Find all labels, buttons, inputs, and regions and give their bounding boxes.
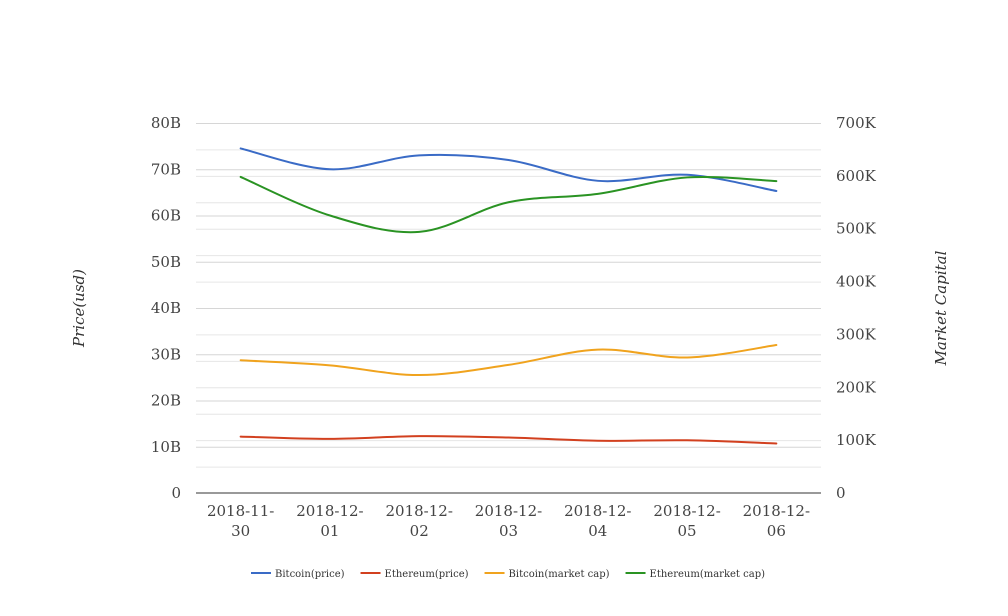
legend: Bitcoin(price) Ethereum(price) Bitcoin(mar… (251, 569, 765, 580)
x-tick-label: 2018-11-30 (207, 502, 274, 540)
x-tick-label: 2018-12-01 (296, 502, 363, 540)
left-y-tick-label: 10B (151, 438, 181, 456)
right-y-tick-label: 600K (836, 167, 877, 185)
left-y-axis-title: Price(usd) (70, 269, 88, 348)
left-y-tick-label: 20B (151, 392, 181, 410)
legend-item: Bitcoin(market cap) (484, 569, 610, 580)
x-tick-label: 2018-12-06 (743, 502, 810, 540)
legend-label: Ethereum(market cap) (650, 569, 766, 580)
legend-item: Ethereum(price) (360, 569, 469, 580)
x-tick-label: 2018-12-04 (564, 502, 631, 540)
right-y-tick-label: 200K (836, 378, 877, 396)
left-y-tick-label: 40B (151, 299, 181, 317)
legend-label: Bitcoin(price) (275, 569, 345, 580)
x-tick-label: 2018-12-02 (386, 502, 453, 540)
right-axis-gridlines (196, 123, 821, 468)
right-y-axis-title: Market Capital (932, 250, 950, 366)
right-y-tick-label: 0 (836, 484, 846, 502)
series-line-ethereum-market-cap (239, 175, 778, 234)
x-axis-ticks: 2018-11-30 2018-12-01 2018-12-02 2018-12-03… (207, 502, 810, 540)
series-line-bitcoin-price (239, 147, 778, 192)
left-axis-gridlines (196, 123, 821, 448)
legend-label: Ethereum(price) (385, 569, 469, 580)
x-tick-label: 2018-12-03 (475, 502, 542, 540)
right-y-axis-ticks: 0 100K 200K 300K 400K 500K 600K 700K (836, 114, 877, 502)
series-line-ethereum-price (239, 435, 778, 445)
right-y-tick-label: 500K (836, 220, 877, 238)
left-y-tick-label: 70B (151, 160, 181, 178)
legend-item: Ethereum(market cap) (625, 569, 766, 580)
left-y-tick-label: 30B (151, 345, 181, 363)
left-y-axis-ticks: 0 10B 20B 30B 40B 50B 60B 70B 80B (151, 114, 181, 502)
right-y-tick-label: 100K (836, 431, 877, 449)
right-y-tick-label: 400K (836, 273, 877, 291)
right-y-tick-label: 700K (836, 114, 877, 132)
legend-item: Bitcoin(price) (251, 569, 345, 580)
left-y-tick-label: 50B (151, 253, 181, 271)
left-y-tick-label: 0 (171, 484, 181, 502)
legend-label: Bitcoin(market cap) (509, 569, 610, 580)
left-y-tick-label: 80B (151, 114, 181, 132)
left-y-tick-label: 60B (151, 207, 181, 225)
right-y-tick-label: 300K (836, 325, 877, 343)
x-tick-label: 2018-12-05 (653, 502, 720, 540)
series-line-bitcoin-market-cap (239, 344, 778, 377)
series-lines (239, 147, 778, 445)
